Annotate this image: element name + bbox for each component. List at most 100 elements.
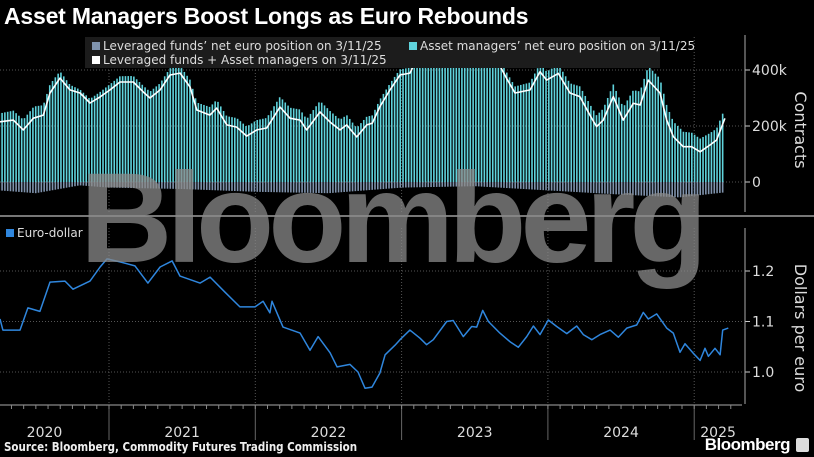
leveraged-funds-bar xyxy=(26,182,29,193)
asset-managers-bar xyxy=(340,118,343,182)
leveraged-funds-bar xyxy=(76,182,79,186)
asset-managers-bar xyxy=(376,103,379,182)
asset-managers-bar xyxy=(295,108,298,182)
asset-managers-bar xyxy=(259,119,261,182)
legend-label-eurusd: Euro-dollar xyxy=(17,226,83,240)
asset-managers-bar xyxy=(239,121,242,182)
asset-managers-bar xyxy=(348,118,351,182)
leveraged-funds-bar xyxy=(315,182,317,193)
asset-managers-bar xyxy=(623,105,626,182)
asset-managers-bar xyxy=(564,76,567,182)
asset-managers-bar xyxy=(472,58,474,182)
leveraged-funds-bar xyxy=(564,182,567,192)
asset-managers-bar xyxy=(191,88,194,182)
leveraged-funds-bar xyxy=(141,182,144,189)
leveraged-funds-bar xyxy=(250,182,253,192)
asset-managers-bar xyxy=(592,110,595,182)
asset-managers-bar xyxy=(65,80,68,182)
asset-managers-bar xyxy=(250,123,253,182)
leveraged-funds-bar xyxy=(449,182,452,187)
leveraged-funds-bar xyxy=(93,182,96,187)
leveraged-funds-bar xyxy=(343,182,345,192)
asset-managers-bar xyxy=(581,90,584,182)
asset-managers-bar xyxy=(51,81,54,182)
asset-managers-bar xyxy=(208,106,211,182)
leveraged-funds-bar xyxy=(197,182,200,190)
asset-managers-bar xyxy=(407,67,410,182)
asset-managers-bar xyxy=(48,85,51,182)
leveraged-funds-bar xyxy=(578,182,581,193)
leveraged-funds-bar xyxy=(211,182,214,191)
leveraged-funds-bar xyxy=(155,182,158,189)
leveraged-funds-bar xyxy=(640,182,643,196)
leveraged-funds-bar xyxy=(629,182,631,196)
asset-managers-bar xyxy=(135,79,138,182)
leveraged-funds-bar xyxy=(20,182,23,193)
asset-managers-bar xyxy=(416,53,418,182)
leveraged-funds-bar xyxy=(323,182,326,194)
asset-managers-bar xyxy=(194,98,197,182)
asset-managers-bar xyxy=(696,136,699,182)
asset-managers-bar xyxy=(452,47,455,182)
leveraged-funds-bar xyxy=(514,182,516,189)
asset-managers-bar xyxy=(144,87,146,182)
asset-managers-bar xyxy=(685,132,688,182)
asset-managers-bar xyxy=(29,111,31,182)
asset-managers-bar xyxy=(225,115,228,182)
source-note: Source: Bloomberg, Commodity Futures Tra… xyxy=(4,440,358,454)
leveraged-funds-bar xyxy=(318,182,320,194)
leveraged-funds-bar xyxy=(152,182,155,189)
asset-managers-bar xyxy=(707,133,710,182)
top-legend: Leveraged funds’ net euro position on 3/… xyxy=(85,37,695,68)
asset-managers-bar xyxy=(458,50,460,183)
asset-managers-bar xyxy=(43,102,45,182)
leveraged-funds-bar xyxy=(632,182,634,196)
leveraged-funds-bar xyxy=(290,182,292,193)
chart-icon xyxy=(796,438,809,452)
leveraged-funds-bar xyxy=(287,182,289,193)
asset-managers-bar xyxy=(486,48,488,182)
leveraged-funds-bar xyxy=(430,182,432,188)
leveraged-funds-bar xyxy=(699,182,702,196)
leveraged-funds-bar xyxy=(186,182,188,190)
asset-managers-bar xyxy=(152,88,155,182)
leveraged-funds-bar xyxy=(332,182,334,193)
asset-managers-bar xyxy=(371,115,373,182)
asset-managers-bar xyxy=(463,53,466,182)
chart-title: Asset Managers Boost Longs as Euro Rebou… xyxy=(4,3,529,29)
asset-managers-bar xyxy=(528,82,530,182)
asset-managers-bar xyxy=(410,64,413,182)
leveraged-funds-bar xyxy=(245,182,247,192)
asset-managers-bar xyxy=(211,104,214,182)
leveraged-funds-bar xyxy=(46,182,48,192)
leveraged-funds-bar xyxy=(536,182,539,190)
asset-managers-bar xyxy=(511,82,514,182)
asset-managers-bar xyxy=(177,66,180,182)
leveraged-funds-bar xyxy=(371,182,373,190)
asset-managers-bar xyxy=(534,73,536,182)
asset-managers-bar xyxy=(138,82,141,182)
asset-managers-bar xyxy=(270,110,273,182)
leveraged-funds-bar xyxy=(357,182,359,191)
asset-managers-bar xyxy=(626,100,629,182)
leveraged-funds-bar xyxy=(626,182,629,195)
leveraged-funds-bar xyxy=(130,182,132,189)
asset-managers-bar xyxy=(231,117,233,182)
legend-swatch-leveraged xyxy=(92,42,100,50)
asset-managers-bar xyxy=(693,134,696,182)
leveraged-funds-bar xyxy=(463,182,466,187)
asset-managers-bar xyxy=(298,109,301,182)
leveraged-funds-bar xyxy=(721,182,724,193)
x-tick-label: 2024 xyxy=(603,425,639,441)
leveraged-funds-bar xyxy=(679,182,682,198)
asset-managers-bar xyxy=(304,116,306,182)
asset-managers-bar xyxy=(205,105,208,182)
leveraged-funds-bar xyxy=(147,182,149,189)
asset-managers-bar xyxy=(413,59,416,182)
legend-swatch-asset-managers xyxy=(409,42,417,50)
asset-managers-bar xyxy=(318,102,320,182)
asset-managers-bar xyxy=(514,86,516,182)
x-tick-label: 2021 xyxy=(164,425,200,441)
asset-managers-bar xyxy=(54,77,57,182)
